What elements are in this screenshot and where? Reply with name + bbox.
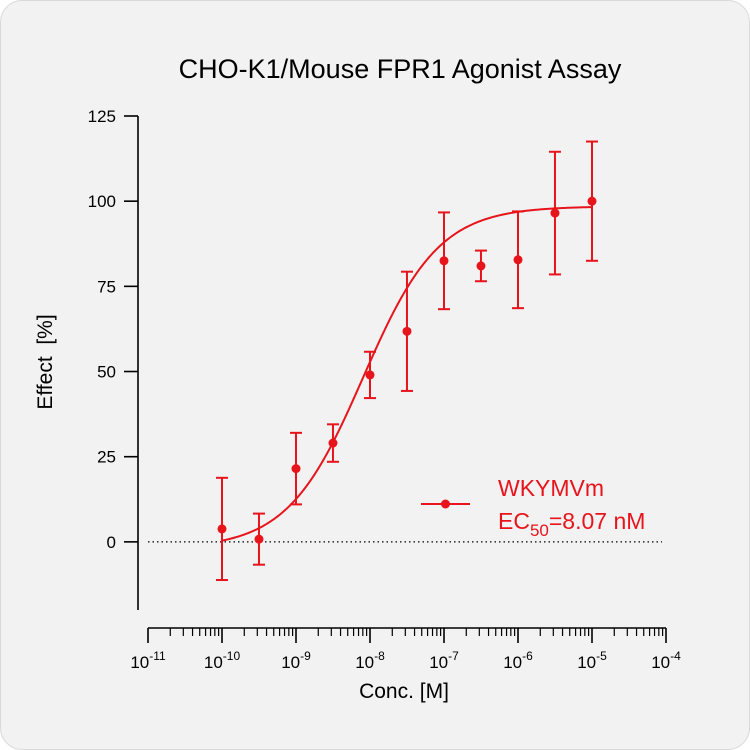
x-tick-label: 10-10 [204, 649, 241, 672]
x-tick-label: 10-11 [130, 649, 166, 672]
data-point [476, 261, 486, 271]
y-tick-label: 100 [88, 192, 116, 211]
legend-ec50: EC50=8.07 nM [498, 508, 645, 540]
y-tick-label: 75 [97, 277, 116, 296]
x-tick-exponent: -9 [300, 649, 311, 663]
legend-series-label: WKYMVm [498, 475, 604, 501]
x-tick-exponent: -6 [522, 649, 533, 663]
x-tick-exponent: -10 [223, 649, 241, 663]
x-tick-base: 10 [355, 653, 374, 672]
data-point [217, 524, 227, 534]
y-ticks: 0 25 50 75 100 125 [88, 107, 138, 552]
x-tick-base: 10 [130, 653, 149, 672]
data-point [254, 534, 264, 544]
x-tick-label: 10-8 [355, 649, 385, 672]
x-tick-exponent: -4 [670, 649, 681, 663]
data-point [587, 196, 597, 206]
data-point [365, 370, 375, 380]
data-point [439, 256, 449, 266]
x-tick-label: 10-6 [503, 649, 533, 672]
data-point [328, 438, 338, 448]
x-tick-exponent: -8 [374, 649, 385, 663]
data-point [550, 208, 560, 218]
legend: WKYMVm EC50=8.07 nM [421, 475, 645, 540]
x-tick-exponent: -5 [596, 649, 607, 663]
x-tick-base: 10 [503, 653, 522, 672]
y-tick-label: 50 [97, 363, 116, 382]
x-tick-base: 10 [651, 653, 670, 672]
x-tick-label: 10-5 [577, 649, 607, 672]
y-tick-label: 0 [107, 533, 116, 552]
legend-ec50-subscript: 50 [530, 521, 549, 540]
data-points [216, 140, 598, 582]
y-tick-label: 125 [88, 107, 116, 126]
x-tick-exponent: -7 [448, 649, 459, 663]
data-point [402, 326, 412, 336]
y-tick-label: 25 [97, 448, 116, 467]
x-axis-label: Conc. [M] [359, 680, 449, 703]
chart-title: CHO-K1/Mouse FPR1 Agonist Assay [179, 54, 622, 84]
x-tick-label: 10-7 [429, 649, 459, 672]
legend-ec50-value: =8.07 nM [549, 508, 646, 534]
x-tick-base: 10 [204, 653, 223, 672]
x-tick-base: 10 [429, 653, 448, 672]
x-minor-ticks [169, 628, 664, 636]
data-point [513, 255, 523, 265]
legend-ec50-prefix: EC [498, 508, 530, 534]
x-tick-exponent: -11 [149, 649, 166, 663]
data-point [291, 464, 301, 474]
x-tick-base: 10 [577, 653, 596, 672]
x-tick-label: 10-9 [281, 649, 311, 672]
x-ticks: 10-11 10-10 10-9 10-8 10-7 10-6 10-5 10-4 [130, 628, 681, 672]
legend-dot-marker [441, 499, 450, 509]
x-tick-label: 10-4 [651, 649, 681, 672]
y-axis-label: Effect [%] [34, 314, 57, 409]
x-tick-base: 10 [281, 653, 300, 672]
